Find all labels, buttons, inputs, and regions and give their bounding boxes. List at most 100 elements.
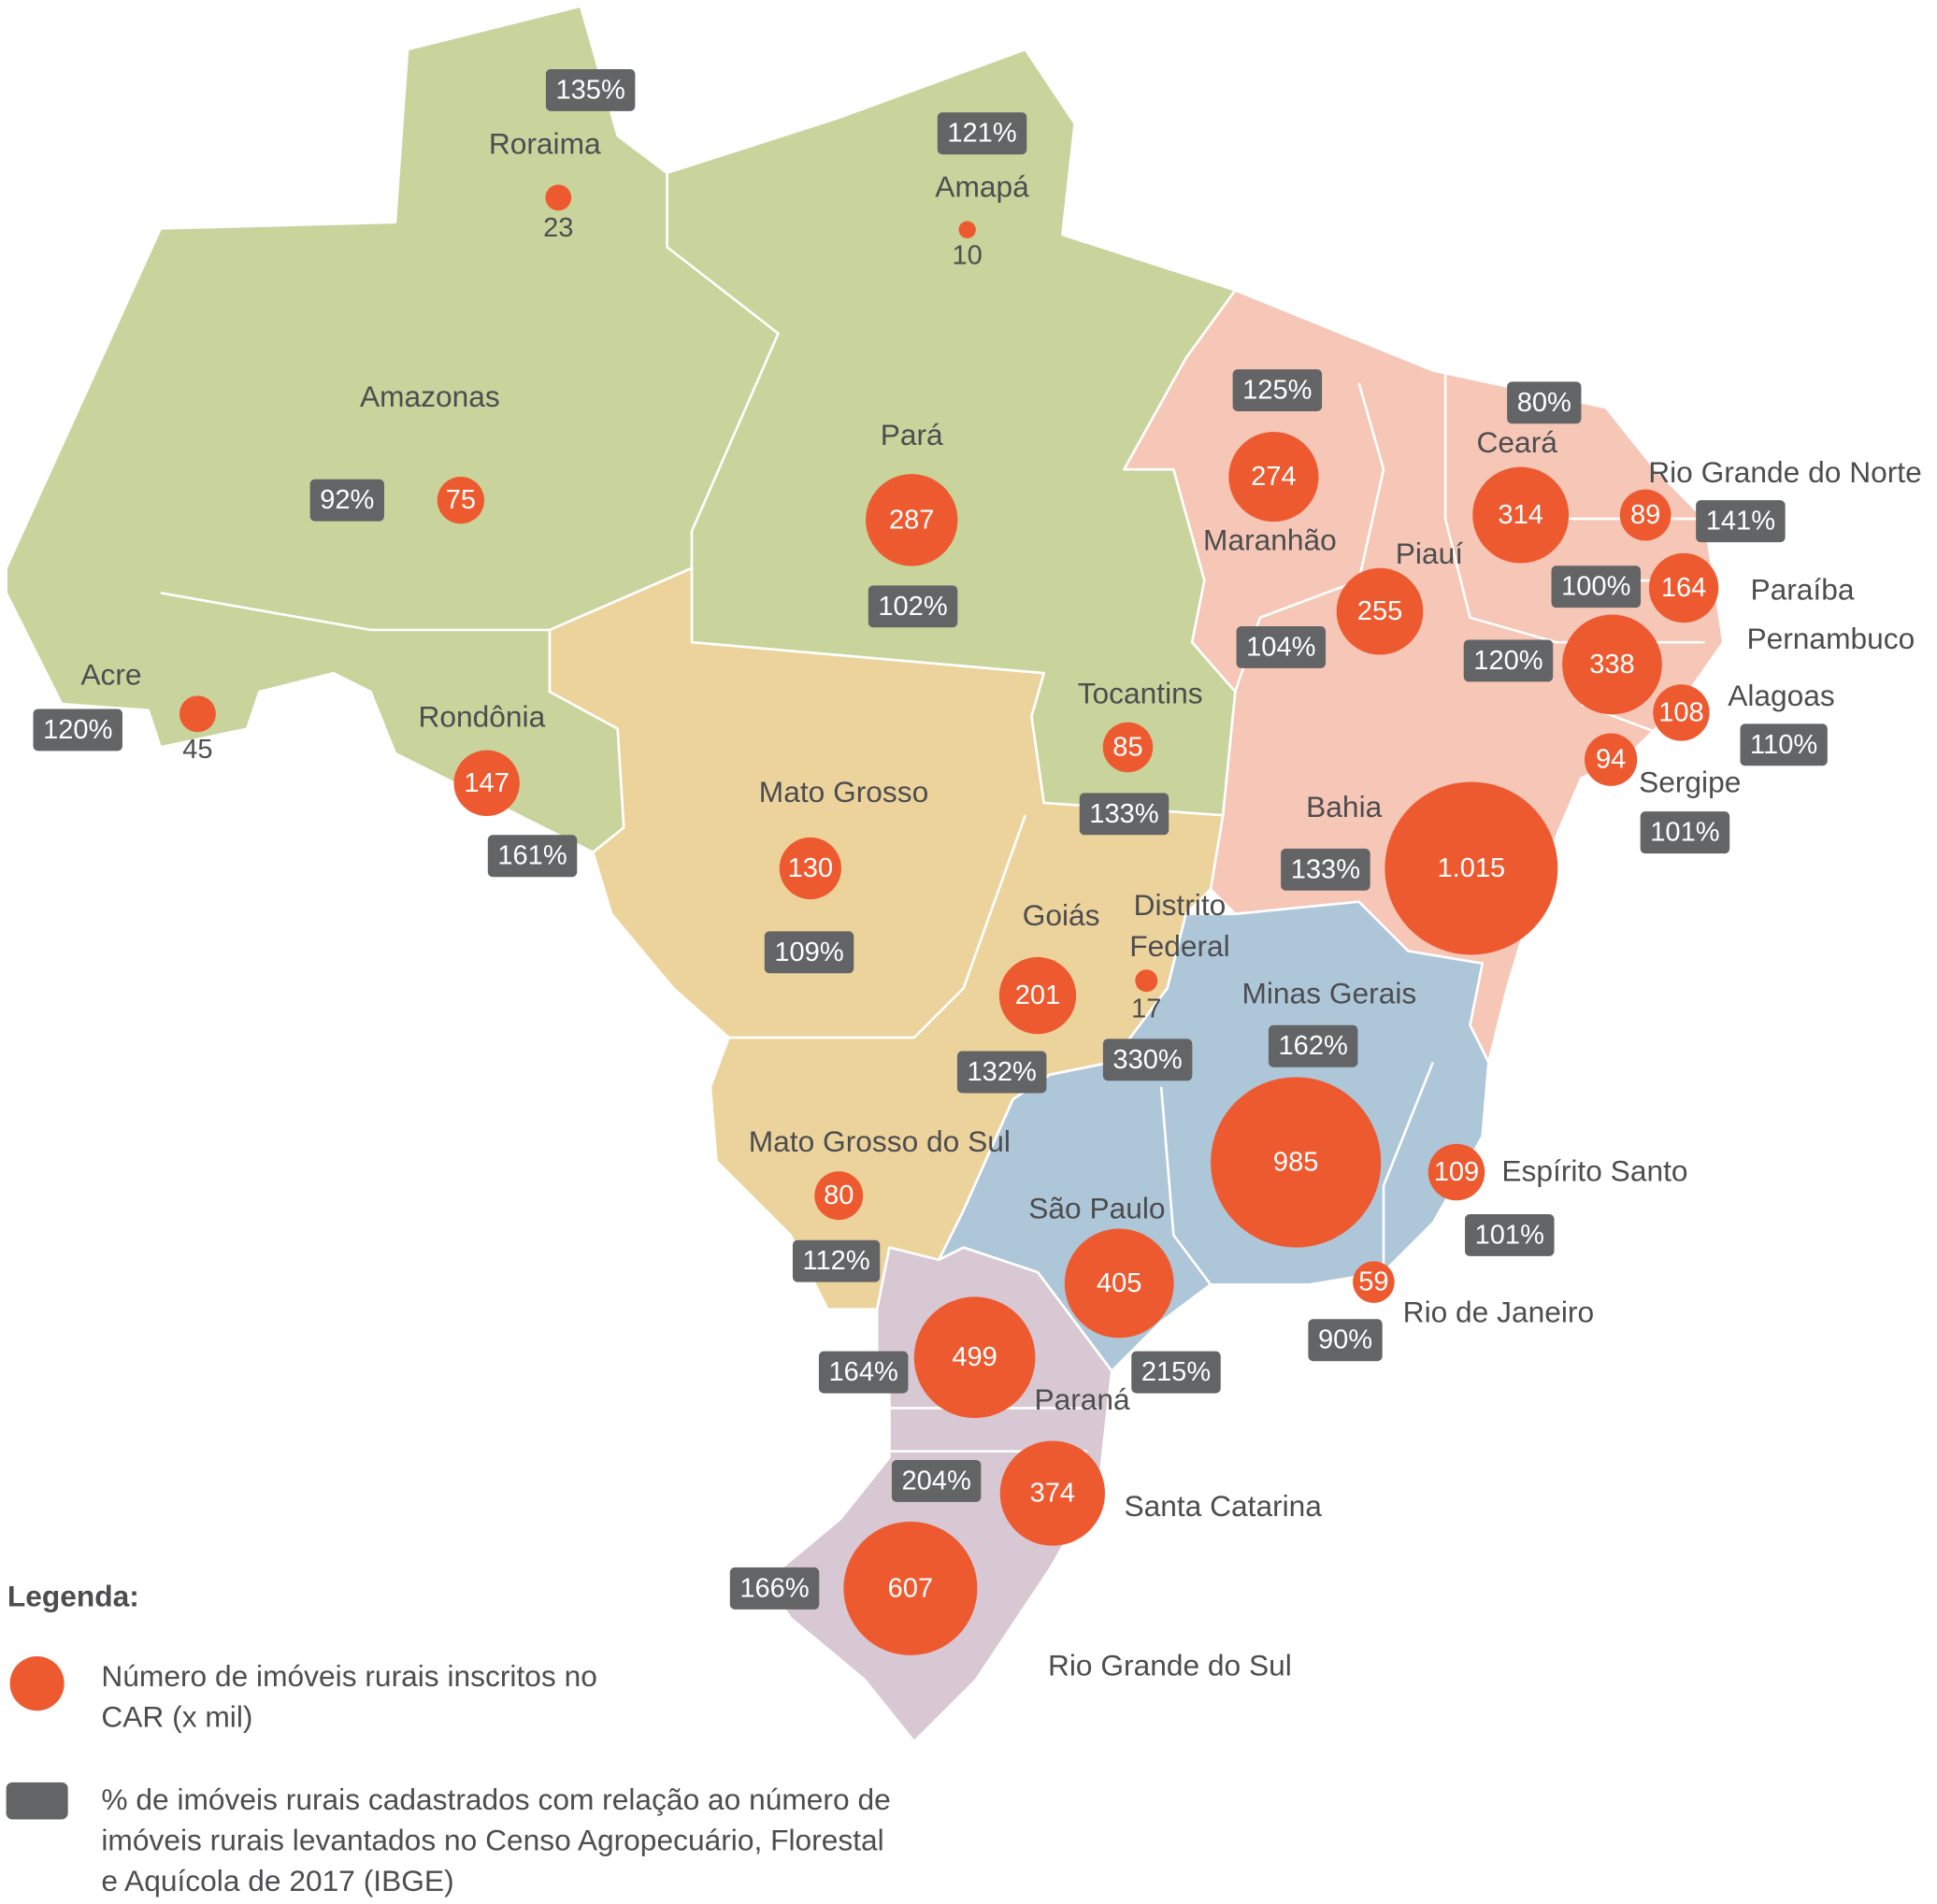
- percent-label: 125%: [1242, 376, 1312, 406]
- legend-circle-swatch: [9, 1656, 65, 1711]
- count-label: 287: [889, 505, 935, 535]
- percent-badge: 141%: [1696, 500, 1786, 543]
- count-bubble: [1102, 722, 1154, 773]
- percent-badge: 102%: [868, 585, 958, 628]
- state-name: Goiás: [1023, 898, 1100, 932]
- percent-badge: 164%: [818, 1351, 909, 1394]
- percent-label: 133%: [1291, 854, 1360, 884]
- percent-badge-bg: [1740, 723, 1828, 766]
- regions: [5, 5, 1725, 1743]
- count-label: 75: [446, 485, 476, 515]
- count-bubble: [1353, 1261, 1395, 1303]
- state-name-text: Distrito Federal: [1129, 889, 1230, 964]
- legend-item: Número de imóveis rurais inscritos no CA…: [101, 1660, 597, 1734]
- percent-label: 121%: [947, 119, 1016, 149]
- percent-badge-bg: [729, 1567, 820, 1610]
- percent-badge: 121%: [937, 112, 1027, 155]
- state-name: Alagoas: [1728, 679, 1835, 712]
- percent-badge-bg: [956, 1051, 1047, 1094]
- percent-badge: 110%: [1740, 723, 1828, 766]
- percent-label: 133%: [1089, 799, 1158, 829]
- percent-badge: 92%: [309, 479, 384, 522]
- percent-label: 80%: [1517, 388, 1571, 418]
- percent-badge-bg: [1131, 1351, 1221, 1394]
- percent-badge-bg: [309, 479, 384, 522]
- state-marks: Roraima 23 135% Amapá 10 121% Amazonas 75 92% Par…: [33, 69, 1922, 1682]
- percent-badge: 135%: [545, 69, 636, 111]
- count-bubble: [453, 750, 520, 816]
- count-bubble: [958, 221, 976, 238]
- count-bubble: [179, 695, 216, 733]
- percent-label: 164%: [829, 1357, 898, 1387]
- percent-label: 166%: [739, 1573, 809, 1603]
- state-name: Amapá: [935, 170, 1029, 204]
- count-label: 338: [1589, 650, 1635, 680]
- percent-badge: 90%: [1308, 1319, 1383, 1362]
- percent-badge: 162%: [1268, 1024, 1358, 1067]
- count-label: 17: [1131, 995, 1161, 1024]
- state-name: São Paulo: [1028, 1191, 1165, 1224]
- percent-badge-bg: [1232, 369, 1323, 412]
- percent-label: 161%: [497, 841, 567, 871]
- percent-badge: 120%: [33, 709, 122, 752]
- percent-badge-bg: [1268, 1024, 1358, 1067]
- percent-badge-bg: [1102, 1038, 1193, 1081]
- count-label: 255: [1357, 596, 1403, 626]
- percent-label: 112%: [803, 1246, 870, 1276]
- legend-title: Legenda:: [7, 1579, 139, 1612]
- count-bubble: [814, 1171, 864, 1221]
- percent-label: 204%: [901, 1466, 970, 1496]
- state-name: Paraíba: [1750, 572, 1854, 606]
- count-bubble: [913, 1296, 1036, 1419]
- count-label: 23: [543, 213, 573, 243]
- state-name: Pará: [881, 418, 943, 451]
- percent-badge: 109%: [764, 931, 854, 974]
- percent-label: 102%: [878, 592, 947, 622]
- percent-badge-bg: [792, 1239, 881, 1282]
- state-name: Rio de Janeiro: [1403, 1295, 1594, 1328]
- count-bubble: [1211, 1077, 1382, 1248]
- percent-badge: 161%: [487, 835, 578, 878]
- percent-label: 215%: [1141, 1357, 1211, 1387]
- count-label: 85: [1112, 732, 1142, 762]
- percent-badge: 120%: [1463, 639, 1554, 682]
- percent-badge-bg: [487, 835, 578, 878]
- count-label: 607: [888, 1573, 934, 1603]
- percent-label: 109%: [774, 938, 843, 967]
- state-name: Tocantins: [1078, 676, 1203, 709]
- percent-badge: 104%: [1236, 625, 1327, 668]
- percent-badge-bg: [868, 585, 958, 628]
- percent-label: 104%: [1246, 632, 1315, 662]
- count-bubble: [999, 1440, 1106, 1546]
- percent-badge-bg: [1551, 565, 1642, 608]
- percent-badge-bg: [1465, 1213, 1555, 1256]
- state-name: Mato Grosso do Sul: [749, 1124, 1011, 1158]
- percent-label: 120%: [1473, 646, 1542, 676]
- percent-badge-bg: [764, 931, 854, 974]
- count-bubble: [1385, 781, 1558, 955]
- count-bubble: [1653, 684, 1710, 741]
- percent-label: 135%: [555, 75, 624, 105]
- percent-label: 132%: [968, 1057, 1037, 1087]
- count-label: 130: [788, 853, 834, 883]
- percent-label: 120%: [43, 715, 112, 745]
- legend-item: % de imóveis rurais cadastrados com rela…: [101, 1783, 890, 1898]
- percent-badge: 133%: [1079, 793, 1169, 836]
- count-bubble: [545, 184, 572, 211]
- count-bubble: [1336, 567, 1424, 655]
- state-name: Bahia: [1306, 790, 1382, 823]
- count-label: 985: [1273, 1147, 1319, 1177]
- state-name: Paraná: [1034, 1382, 1130, 1416]
- state-name: Acre: [80, 658, 141, 692]
- count-bubble: [1648, 552, 1719, 623]
- count-label: 80: [824, 1181, 854, 1210]
- percent-badge: 132%: [956, 1051, 1047, 1094]
- count-label: 108: [1658, 697, 1704, 727]
- count-bubble: [1135, 969, 1158, 993]
- percent-badge-bg: [1281, 848, 1370, 891]
- count-label: 1.015: [1437, 853, 1505, 883]
- count-bubble: [1619, 489, 1672, 541]
- percent-badge-bg: [1696, 500, 1786, 543]
